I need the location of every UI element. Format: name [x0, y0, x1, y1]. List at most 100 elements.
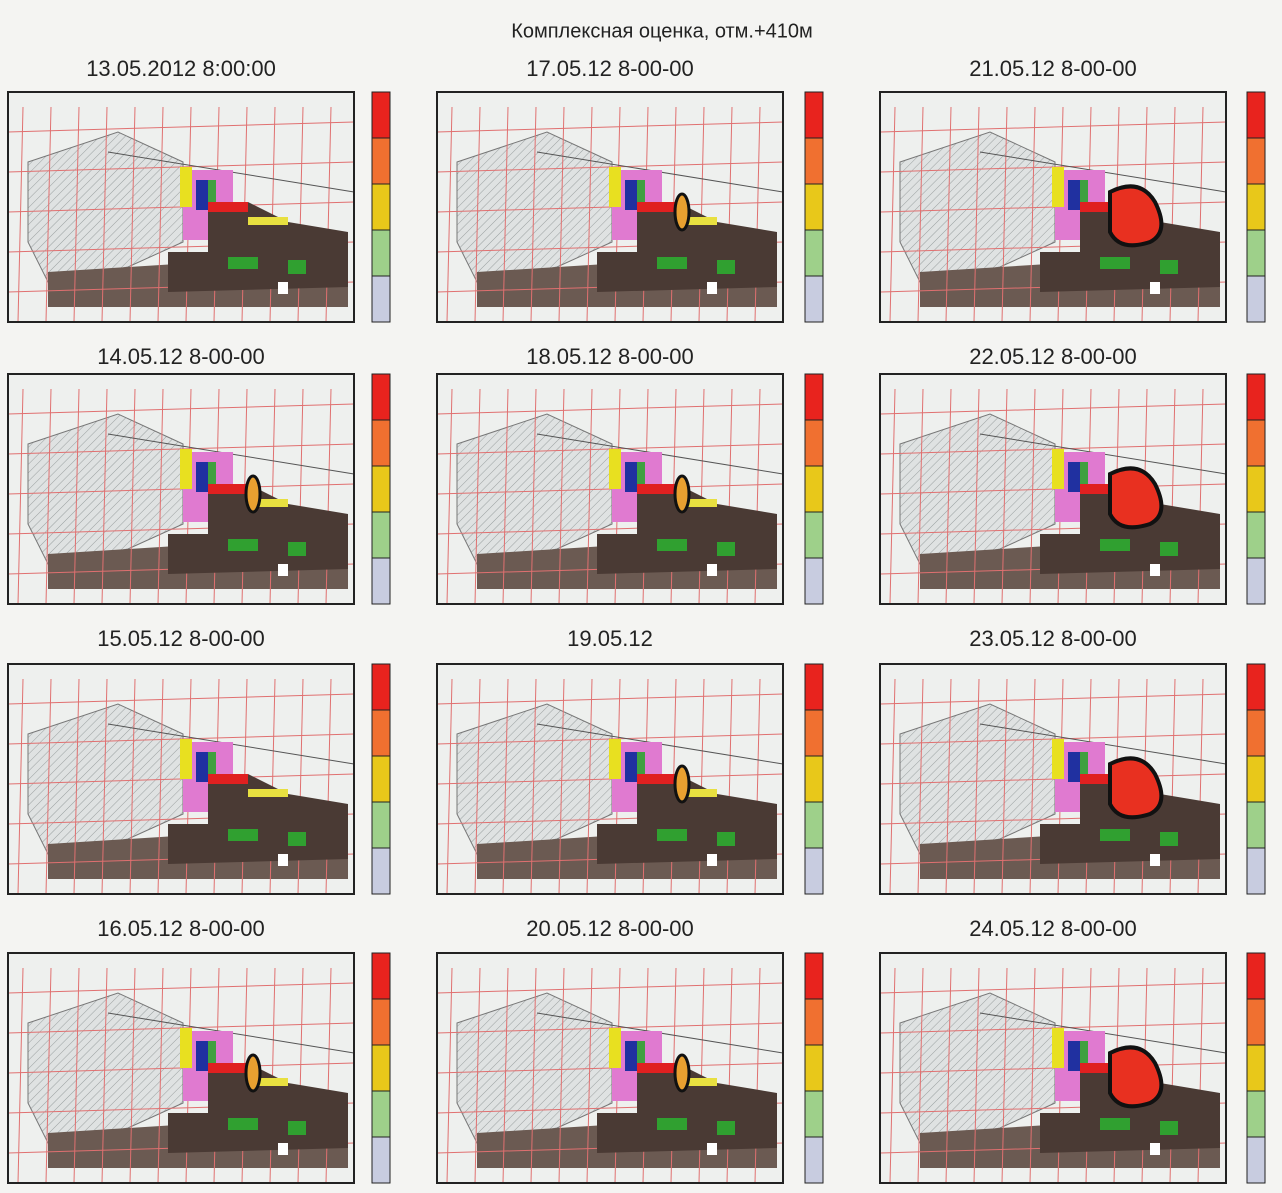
colorbar-segment: [371, 998, 391, 1046]
green-block: [1100, 257, 1130, 269]
map-grid: [1001, 678, 1008, 895]
map-panel: [436, 91, 784, 323]
yellow-strip: [677, 217, 717, 225]
map-grid: [917, 106, 924, 323]
map-grid: [436, 693, 784, 705]
map-grid: [7, 121, 355, 133]
green-block: [228, 257, 258, 269]
map-grid: [945, 388, 952, 605]
panel-title: 14.05.12 8-00-00: [97, 344, 265, 369]
green-block: [717, 832, 735, 846]
map-grid: [973, 967, 980, 1184]
green-block: [657, 539, 687, 551]
hazard-zone: [1108, 184, 1164, 248]
map-panel: [7, 373, 355, 605]
map-border: [879, 663, 1227, 895]
red-strip: [1080, 202, 1120, 212]
green-strip: [1080, 180, 1088, 220]
green-block: [288, 1121, 306, 1135]
map-grid: [73, 388, 80, 605]
red-strip: [208, 1063, 248, 1073]
colorbar-segment: [804, 511, 824, 559]
colorbar-segment: [371, 1136, 391, 1184]
colorbar-segment: [371, 229, 391, 277]
map-grid: [502, 967, 509, 1184]
map-border: [7, 952, 355, 1184]
panel-title: 15.05.12 8-00-00: [97, 626, 265, 651]
hazard-zone: [1108, 756, 1164, 820]
map-grid: [129, 106, 136, 323]
green-strip: [208, 1041, 216, 1081]
map-grid: [446, 388, 453, 605]
map-grid: [917, 967, 924, 1184]
white-block: [1150, 282, 1160, 294]
colorbar-segment: [371, 511, 391, 559]
blue-block: [196, 462, 208, 492]
colorbar-segment: [804, 1090, 824, 1138]
colorbar-segment: [371, 755, 391, 803]
colorbar-segment: [1246, 183, 1266, 231]
map-grid: [558, 678, 565, 895]
green-strip: [208, 180, 216, 220]
green-strip: [1080, 1041, 1088, 1081]
hazard-zone: [244, 1053, 262, 1093]
map-border: [436, 663, 784, 895]
hatched-area: [27, 703, 184, 855]
blue-block: [625, 752, 637, 782]
yellow-block: [609, 449, 621, 489]
map-grid: [917, 678, 924, 895]
colorbar-segment: [371, 419, 391, 467]
map-panel: [879, 663, 1227, 895]
colorbar-segment: [804, 998, 824, 1046]
colorbar-segment: [1246, 847, 1266, 895]
panel-title: 16.05.12 8-00-00: [97, 916, 265, 941]
panel-title: 17.05.12 8-00-00: [526, 56, 694, 81]
map-panel: [436, 952, 784, 1184]
blue-block: [625, 180, 637, 210]
map-panel: [7, 91, 355, 323]
map-grid: [73, 106, 80, 323]
map-grid: [530, 967, 537, 1184]
green-strip: [637, 462, 645, 502]
map-grid: [889, 388, 896, 605]
map-grid: [101, 967, 108, 1184]
colorbar-segment: [371, 373, 391, 421]
yellow-block: [1052, 739, 1064, 779]
map-grid: [45, 106, 52, 323]
map-grid: [436, 121, 784, 133]
map-grid: [889, 106, 896, 323]
map-grid: [530, 678, 537, 895]
colorbar-segment: [371, 952, 391, 1000]
green-strip: [208, 752, 216, 792]
yellow-block: [180, 167, 192, 207]
map-grid: [446, 678, 453, 895]
colorbar-segment: [804, 801, 824, 849]
colorbar-segment: [1246, 511, 1266, 559]
map-grid: [889, 967, 896, 1184]
white-block: [1150, 854, 1160, 866]
green-block: [1160, 260, 1178, 274]
green-block: [717, 1121, 735, 1135]
green-strip: [1080, 462, 1088, 502]
map-grid: [7, 982, 355, 994]
map-grid: [973, 388, 980, 605]
red-strip: [208, 484, 248, 494]
map-grid: [45, 678, 52, 895]
map-panel: [879, 373, 1227, 605]
map-grid: [73, 967, 80, 1184]
green-strip: [1080, 752, 1088, 792]
yellow-block: [180, 449, 192, 489]
yellow-block: [1052, 1028, 1064, 1068]
map-grid: [446, 106, 453, 323]
colorbar-segment: [804, 465, 824, 513]
colorbar-segment: [1246, 275, 1266, 323]
yellow-strip: [248, 789, 288, 797]
map-grid: [157, 388, 164, 605]
colorbar-segment: [371, 465, 391, 513]
map-grid: [45, 967, 52, 1184]
map-border: [879, 91, 1227, 323]
map-grid: [973, 106, 980, 323]
green-block: [1100, 1118, 1130, 1130]
map-grid: [889, 678, 896, 895]
